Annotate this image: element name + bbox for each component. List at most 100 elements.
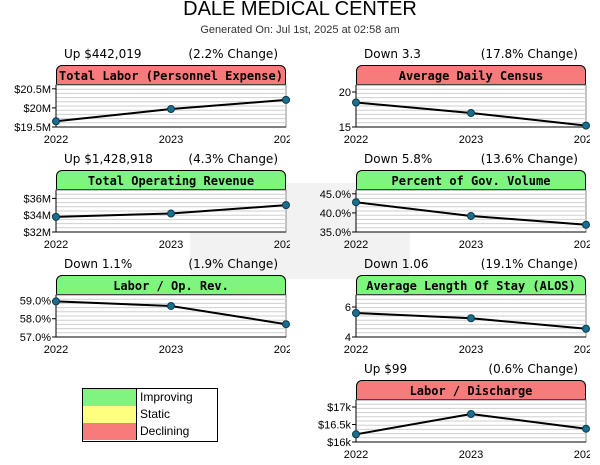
y-tick-label: $20M	[23, 103, 51, 115]
legend-swatch-improving	[83, 389, 137, 406]
y-tick-label: $32M	[23, 227, 51, 239]
x-tick-label: 2022	[44, 134, 68, 146]
x-tick-label: 2024	[274, 134, 290, 146]
y-tick-label: 45.0%	[320, 189, 351, 201]
x-tick-label: 2023	[459, 449, 483, 461]
data-point	[282, 201, 290, 210]
y-tick-label: $34M	[23, 210, 51, 222]
kpi-panel: Down 5.8% (13.6% Change) Percent of Gov. V…	[300, 152, 590, 255]
data-point	[467, 109, 475, 117]
chart-title-banner: Labor / Discharge	[356, 380, 586, 400]
page-subtitle: Generated On: Jul 1st, 2025 at 02:58 am	[200, 24, 400, 36]
legend-label: Improving	[140, 390, 193, 404]
kpi-panel: Down 1.06 (19.1% Change) Average Length Of…	[300, 257, 590, 360]
legend-swatch-declining	[83, 423, 137, 440]
y-tick-label: $16.5k	[318, 420, 352, 432]
x-tick-label: 2022	[344, 449, 368, 461]
y-tick-label: $20.5M	[14, 84, 51, 96]
data-point	[467, 211, 475, 220]
legend-item-improving: Improving	[83, 389, 217, 406]
change-amount: Down 5.8%	[364, 152, 433, 166]
change-percent: (1.9% Change)	[188, 257, 278, 271]
y-tick-label: 15	[339, 122, 351, 134]
line-chart: 59.0% 58.0% 57.0%2022 2023 2024	[20, 294, 290, 356]
x-tick-label: 2023	[459, 134, 483, 146]
y-tick-label: 6	[345, 302, 351, 314]
y-tick-label: $19.5M	[14, 122, 51, 134]
x-tick-label: 2022	[44, 344, 68, 356]
change-percent: (2.2% Change)	[188, 47, 278, 61]
data-point	[582, 121, 590, 130]
data-point	[467, 410, 475, 418]
x-tick-label: 2024	[574, 134, 590, 146]
kpi-panel: Up $99 (0.6% Change) Labor / Discharge $17k…	[300, 362, 590, 465]
chart-title-banner: Average Daily Census	[356, 65, 586, 85]
change-amount: Down 3.3	[364, 47, 421, 61]
x-tick-label: 2023	[159, 239, 183, 251]
legend-item-static: Static	[83, 406, 217, 423]
x-tick-label: 2022	[344, 239, 368, 251]
chart-title-banner: Total Operating Revenue	[56, 170, 286, 190]
x-tick-label: 2024	[274, 239, 290, 251]
status-legend: Improving Static Declining	[82, 388, 218, 442]
y-tick-label: 40.0%	[320, 208, 351, 220]
x-tick-label: 2024	[274, 344, 290, 356]
kpi-panel: Up $442,019 (2.2% Change) Total Labor (Per…	[0, 47, 290, 150]
y-tick-label: 4	[345, 332, 351, 344]
data-point	[167, 301, 175, 310]
kpi-panel: Up $1,428,918 (4.3% Change) Total Operatin…	[0, 152, 290, 255]
data-point	[282, 95, 290, 104]
x-tick-label: 2022	[344, 134, 368, 146]
x-tick-label: 2022	[344, 344, 368, 356]
y-tick-label: 59.0%	[20, 295, 51, 307]
x-tick-label: 2024	[574, 344, 590, 356]
data-point	[282, 320, 290, 329]
data-point	[582, 220, 590, 229]
data-point	[352, 430, 360, 439]
change-amount: Up $442,019	[64, 47, 142, 61]
data-point	[582, 424, 590, 433]
kpi-panel: Down 3.3 (17.8% Change) Average Daily Cens…	[300, 47, 590, 150]
change-amount: Up $99	[364, 362, 408, 376]
x-tick-label: 2022	[44, 239, 68, 251]
legend-label: Declining	[140, 424, 190, 438]
data-point	[352, 98, 360, 107]
change-percent: (17.8% Change)	[480, 47, 578, 61]
data-point	[52, 117, 60, 126]
y-tick-label: $17k	[327, 402, 351, 414]
data-point	[52, 297, 60, 306]
kpi-panel: Down 1.1% (1.9% Change) Labor / Op. Rev. 59…	[0, 257, 290, 360]
x-tick-label: 2024	[574, 449, 590, 461]
y-tick-label: 58.0%	[20, 314, 51, 326]
legend-label: Static	[140, 407, 171, 421]
y-tick-label: $36M	[23, 193, 51, 205]
data-point	[167, 105, 175, 114]
legend-swatch-static	[83, 406, 137, 423]
x-tick-label: 2024	[574, 239, 590, 251]
data-point	[52, 212, 60, 221]
change-percent: (0.6% Change)	[488, 362, 578, 376]
x-tick-label: 2023	[459, 239, 483, 251]
data-point	[352, 309, 360, 317]
chart-title-banner: Average Length Of Stay (ALOS)	[356, 275, 586, 295]
x-tick-label: 2023	[459, 344, 483, 356]
x-tick-label: 2023	[159, 344, 183, 356]
data-point	[352, 198, 360, 207]
y-tick-label: $16k	[327, 437, 351, 449]
line-chart: 45.0% 40.0% 35.0%2022 2023 2024	[320, 189, 590, 251]
change-percent: (19.1% Change)	[480, 257, 578, 271]
change-percent: (13.6% Change)	[480, 152, 578, 166]
data-point	[467, 314, 475, 323]
y-tick-label: 20	[339, 87, 351, 99]
change-amount: Down 1.1%	[64, 257, 133, 271]
change-amount: Down 1.06	[364, 257, 429, 271]
change-amount: Up $1,428,918	[64, 152, 153, 166]
data-point	[167, 209, 175, 218]
x-tick-label: 2023	[159, 134, 183, 146]
page-title: DALE MEDICAL CENTER	[183, 0, 417, 20]
